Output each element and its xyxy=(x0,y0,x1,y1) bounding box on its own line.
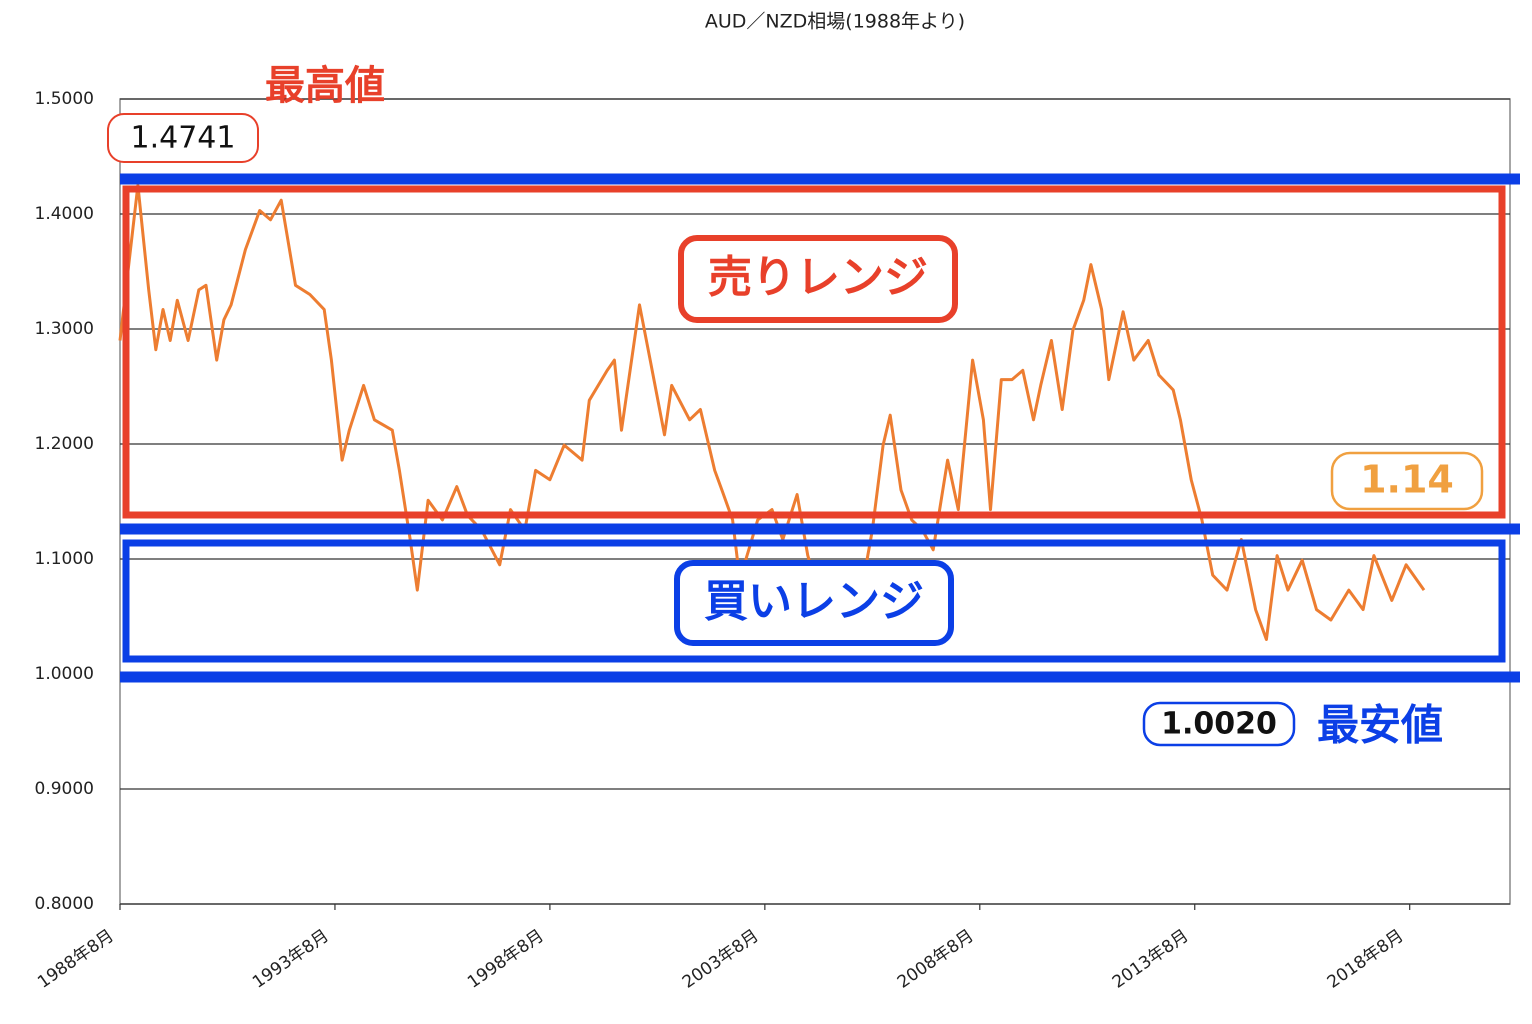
x-tick-label: 2018年8月 xyxy=(1324,926,1408,993)
buy-range-box xyxy=(122,539,1506,663)
buy-range-label-box xyxy=(674,560,954,646)
sell-range-label-box xyxy=(678,235,958,323)
y-tick-label: 1.3000 xyxy=(35,319,94,339)
y-tick-label: 1.2000 xyxy=(35,434,94,454)
x-tick-label: 2013年8月 xyxy=(1109,926,1193,993)
plot-frame xyxy=(119,98,1511,905)
chart-title: AUD／NZD相場(1988年より) xyxy=(705,11,965,33)
max-value: 1.4741 xyxy=(131,121,236,156)
x-tick-label: 2008年8月 xyxy=(894,926,978,993)
y-tick-label: 1.5000 xyxy=(35,89,94,109)
y-tick-label: 0.9000 xyxy=(35,779,94,799)
buy-range-label: 買いレンジ xyxy=(704,576,924,627)
annotations: 最高値 1.4741 売りレンジ 買いレンジ 1.14 1.0020 最安値 xyxy=(107,63,1520,750)
max-value-box xyxy=(107,113,259,163)
x-tick-label: 1993年8月 xyxy=(249,926,333,993)
min-label: 最安値 xyxy=(1317,701,1443,750)
min-value-box xyxy=(1142,701,1296,747)
x-tick-label: 1998年8月 xyxy=(464,926,548,993)
y-tick-label: 1.0000 xyxy=(35,664,94,684)
min-value: 1.0020 xyxy=(1161,707,1277,742)
y-tick-label: 0.8000 xyxy=(35,894,94,914)
level-label: 1.14 xyxy=(1360,458,1454,502)
sell-range-box xyxy=(122,185,1506,519)
y-tick-label: 1.1000 xyxy=(35,549,94,569)
sell-range-label: 売りレンジ xyxy=(708,252,928,303)
x-tick-label: 2003年8月 xyxy=(679,926,763,993)
y-tick-label: 1.4000 xyxy=(35,204,94,224)
max-label: 最高値 xyxy=(265,63,385,109)
x-tick-label: 1988年8月 xyxy=(34,926,118,993)
level-box xyxy=(1330,451,1484,511)
